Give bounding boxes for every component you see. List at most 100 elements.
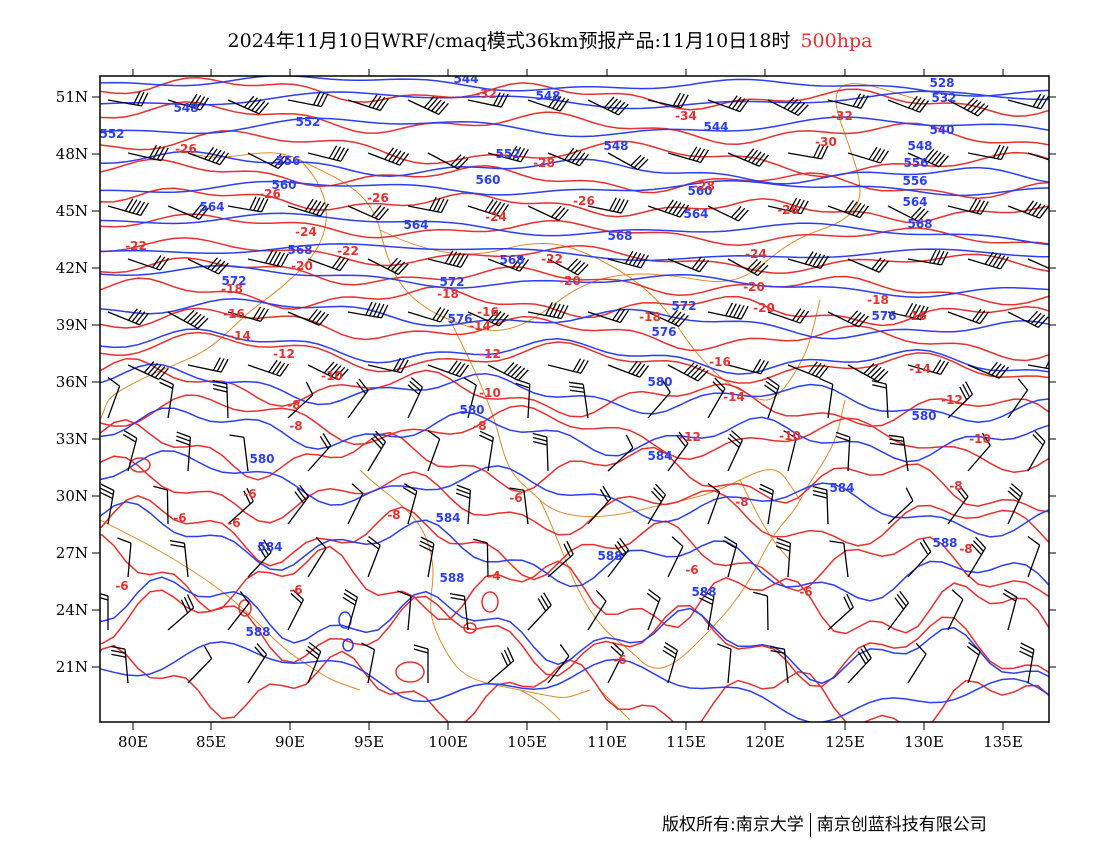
footer-separator <box>809 813 811 837</box>
wind-barb <box>167 594 195 631</box>
temperature-contour-label: -8 <box>949 479 962 493</box>
wind-barb <box>487 647 515 684</box>
temperature-contour-label: -26 <box>573 194 595 208</box>
height-contour-line <box>100 641 1049 722</box>
boundary-line <box>449 319 801 517</box>
wind-barb <box>467 309 509 327</box>
temperature-contour-label: -22 <box>337 244 359 258</box>
wind-barb <box>827 310 869 328</box>
boundary-line <box>799 399 846 501</box>
height-contour-label: 588 <box>439 571 464 585</box>
temperature-contour-label: -10 <box>479 386 501 400</box>
height-contour-label: 556 <box>902 174 927 188</box>
contour-labels: 544 548 548 552 552 548 556 552 544 560 560 560 556 5… <box>100 76 991 667</box>
wind-barbs <box>100 91 1049 684</box>
wind-barb <box>107 308 149 326</box>
map-frame <box>99 75 1050 723</box>
wind-barb <box>888 434 909 472</box>
lat-tick-label: 21N <box>56 658 88 676</box>
wind-barb <box>227 487 254 525</box>
wind-barb <box>153 485 169 525</box>
wind-barb <box>427 152 469 170</box>
height-contour-label: 576 <box>651 325 676 339</box>
wind-barb <box>367 257 409 276</box>
temperature-contour-label: -12 <box>679 430 701 444</box>
temperature-contour-line <box>100 455 1049 547</box>
wind-barb <box>967 536 987 578</box>
lat-tick-label: 51N <box>56 88 88 106</box>
wind-barb <box>287 91 329 108</box>
height-contour-label: 552 <box>495 147 520 161</box>
temperature-contour-label: -8 <box>289 419 302 433</box>
height-contour-label: 568 <box>499 253 524 267</box>
temperature-contour-label: -18 <box>437 287 459 301</box>
height-contour-line <box>100 407 1049 463</box>
wind-barb <box>1007 483 1023 525</box>
wind-barb <box>662 642 678 684</box>
height-contour-label: 572 <box>671 299 696 313</box>
height-contour-label: 564 <box>403 218 428 232</box>
temperature-contour-line <box>100 213 1049 246</box>
height-contour-label: 576 <box>447 312 472 326</box>
wind-barb <box>247 359 290 377</box>
wind-barb <box>455 484 472 525</box>
height-contour-label: 588 <box>932 536 957 550</box>
temperature-contour-line <box>100 494 1049 598</box>
temperature-contour-line <box>100 357 1049 428</box>
wind-barb <box>307 433 332 472</box>
lon-tick-label: 125E <box>825 733 865 751</box>
temperature-contour-label: -20 <box>291 259 313 273</box>
wind-barb <box>783 430 797 472</box>
wind-barb <box>827 593 854 631</box>
temperature-contour-line <box>100 394 1049 474</box>
wind-barb <box>775 537 792 578</box>
boundary-lines <box>100 83 921 721</box>
wind-barb <box>1007 378 1029 419</box>
wind-barb <box>127 361 169 380</box>
height-contour-label: 576 <box>871 309 896 323</box>
height-contour-label: 548 <box>535 89 560 103</box>
wind-barb <box>667 362 709 382</box>
height-contour-label: 568 <box>287 243 312 257</box>
lat-tick-label: 39N <box>56 316 88 334</box>
height-contour-label: 584 <box>829 481 854 495</box>
temperature-contour-label: -12 <box>941 393 963 407</box>
wind-barb <box>1027 430 1046 472</box>
height-contour-label: 572 <box>439 275 464 289</box>
height-contour-label: 580 <box>249 452 274 466</box>
height-contour-line <box>100 298 1049 340</box>
wind-barb <box>727 358 769 375</box>
wind-barb <box>287 484 309 525</box>
temperature-contour-loop <box>395 661 425 683</box>
height-contour-line <box>100 264 1049 298</box>
temperature-contour-label: -24 <box>745 247 767 261</box>
wind-barb <box>407 307 449 323</box>
wind-barb <box>827 93 869 109</box>
wind-barb <box>407 196 449 214</box>
wind-barb <box>100 591 109 630</box>
wind-barb <box>449 593 469 631</box>
wind-barb <box>479 430 494 472</box>
wind-barb <box>159 377 174 419</box>
wind-barb <box>947 589 964 631</box>
title-text: 2024年11月10日WRF/cmaq模式36km预报产品:11月10日18时 <box>227 30 791 52</box>
temperature-contour-loop <box>481 591 499 613</box>
wind-barb <box>1027 354 1049 372</box>
temperature-contour-line <box>100 589 1049 688</box>
height-contour-label: 560 <box>687 184 712 198</box>
temperature-contour-label: -28 <box>693 179 715 193</box>
temperature-contour-label: -22 <box>541 252 563 266</box>
wind-barb <box>1027 147 1049 165</box>
temperature-contour-label: -6 <box>115 579 128 593</box>
height-contour-line <box>100 116 1049 138</box>
boundary-line <box>359 469 591 698</box>
wind-barb <box>107 91 149 107</box>
temperature-contour-label: -14 <box>469 319 491 333</box>
temperature-contour-label: -18 <box>867 293 889 307</box>
temperature-contour-line <box>100 257 1049 306</box>
wind-barb <box>227 306 269 322</box>
wind-barb <box>167 309 209 330</box>
wind-barb <box>427 250 469 268</box>
wind-barb <box>769 646 789 684</box>
temperature-contour-label: -16 <box>477 305 499 319</box>
